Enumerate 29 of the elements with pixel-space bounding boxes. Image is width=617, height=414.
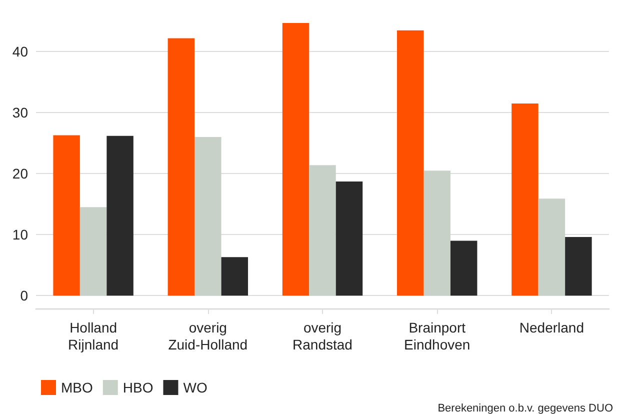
x-tick-label: overig Zuid-Holland — [168, 320, 248, 352]
bar — [565, 237, 592, 296]
legend-label: HBO — [122, 380, 154, 396]
text: Berekeningen o.b.v. gegevens DUO — [438, 402, 614, 414]
bar — [538, 198, 566, 296]
x-tick-label: overig Randstad — [292, 320, 352, 352]
bar — [396, 30, 424, 296]
bar — [424, 170, 450, 296]
bar — [282, 23, 310, 296]
y-tick-label: 10 — [12, 226, 28, 243]
x-tick-label: Nederland — [519, 320, 584, 336]
legend-label: WO — [183, 380, 208, 396]
bar — [450, 240, 478, 296]
bar — [512, 103, 538, 296]
bar — [53, 135, 80, 296]
legend-label: MBO — [61, 380, 93, 396]
bar — [80, 207, 107, 296]
y-tick-label: 40 — [12, 44, 28, 60]
y-tick-label: 30 — [12, 104, 28, 121]
y-tick-label: 0 — [20, 288, 28, 304]
bar — [309, 165, 336, 296]
x-tick-label: Holland Rijnland — [68, 320, 119, 352]
x-tick-label: Brainport Eindhoven — [404, 320, 470, 352]
bar — [336, 182, 363, 296]
bar — [194, 137, 222, 296]
y-tick-label: 20 — [12, 166, 28, 182]
bar — [221, 257, 248, 296]
bar — [168, 38, 195, 296]
bar — [106, 136, 134, 296]
